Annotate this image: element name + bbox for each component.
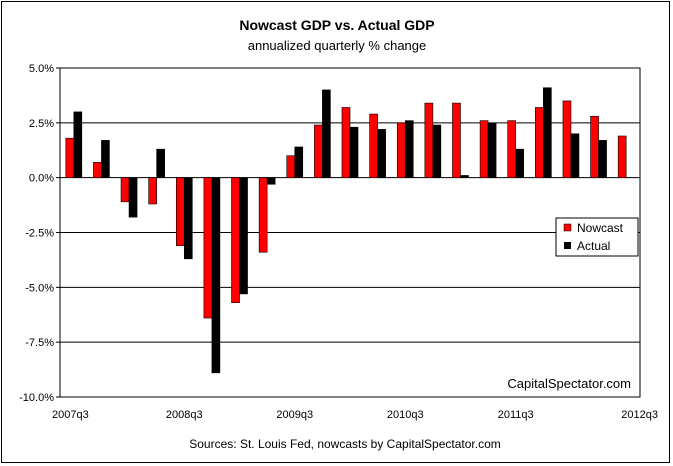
source-note: Sources: St. Louis Fed, nowcasts by Capi…	[189, 437, 500, 451]
x-tick-label: 2011q3	[498, 409, 534, 421]
bar-nowcast	[535, 107, 544, 178]
y-tick-label: 5.0%	[29, 63, 54, 75]
bar-actual	[73, 111, 83, 178]
chart-title: Nowcast GDP vs. Actual GDP	[239, 17, 434, 33]
y-tick-label: -7.5%	[25, 337, 54, 349]
y-tick-label: 0.0%	[29, 173, 54, 185]
bar-actual	[377, 129, 386, 178]
bar-nowcast	[286, 155, 296, 178]
bar-actual	[349, 126, 359, 178]
bar-actual	[239, 177, 248, 295]
bar-nowcast	[617, 135, 627, 178]
legend: Nowcast Actual	[555, 217, 639, 257]
watermark: CapitalSpectator.com	[507, 376, 631, 391]
bars	[65, 87, 627, 374]
bar-nowcast	[341, 107, 351, 178]
bar-actual	[432, 124, 442, 178]
bar-nowcast	[148, 177, 157, 205]
bar-actual	[598, 140, 607, 178]
y-tick-label: -10.0%	[19, 392, 54, 404]
chart-subtitle: annualized quarterly % change	[248, 38, 427, 53]
bar-actual	[156, 148, 165, 178]
x-axis-ticks: 2007q3 2008q3 2009q3 2010q3 2011q3 2012q3	[52, 409, 658, 421]
bar-actual	[128, 177, 138, 218]
x-tick-label: 2010q3	[387, 409, 424, 421]
y-tick-label: -2.5%	[25, 228, 54, 240]
bar-nowcast	[452, 102, 461, 178]
bar-actual	[487, 122, 497, 178]
plot-area-border	[59, 67, 641, 398]
bar-nowcast	[507, 120, 517, 178]
bar-actual	[515, 148, 525, 178]
bar-nowcast	[314, 124, 323, 178]
bar-nowcast	[93, 162, 102, 178]
x-tick-label: 2007q3	[52, 409, 89, 421]
x-tick-label: 2008q3	[166, 409, 203, 421]
bar-nowcast	[175, 177, 185, 246]
y-axis-ticks: 5.0% 2.5% 0.0% -2.5% -5.0% -7.5% -10.0%	[19, 63, 60, 404]
x-tick-label: 2009q3	[276, 409, 313, 421]
legend-swatch-nowcast	[563, 223, 572, 232]
bar-actual	[211, 177, 221, 374]
bar-nowcast	[231, 177, 240, 303]
legend-swatch-actual	[564, 242, 571, 249]
bar-nowcast	[479, 120, 489, 178]
bar-nowcast	[424, 102, 434, 178]
y-tick-label: 2.5%	[29, 118, 54, 130]
bar-nowcast	[562, 100, 572, 178]
bar-actual	[460, 175, 469, 178]
bar-actual	[294, 146, 304, 178]
bar-actual	[101, 140, 110, 178]
bar-actual	[322, 89, 331, 178]
bar-nowcast	[396, 122, 406, 178]
bar-nowcast	[203, 177, 213, 319]
bar-nowcast	[258, 177, 268, 253]
bar-nowcast	[65, 137, 75, 178]
bar-actual	[543, 87, 552, 178]
y-tick-label: -5.0%	[25, 282, 54, 294]
bar-actual	[266, 177, 276, 185]
bar-actual	[570, 133, 580, 178]
x-tick-label: 2012q3	[621, 409, 658, 421]
bar-actual	[404, 120, 414, 178]
legend-label-nowcast: Nowcast	[577, 221, 624, 235]
legend-label-actual: Actual	[577, 239, 610, 253]
bar-nowcast	[369, 113, 378, 178]
bar-actual	[183, 177, 193, 260]
bar-nowcast	[120, 177, 130, 203]
bar-nowcast	[590, 115, 599, 178]
